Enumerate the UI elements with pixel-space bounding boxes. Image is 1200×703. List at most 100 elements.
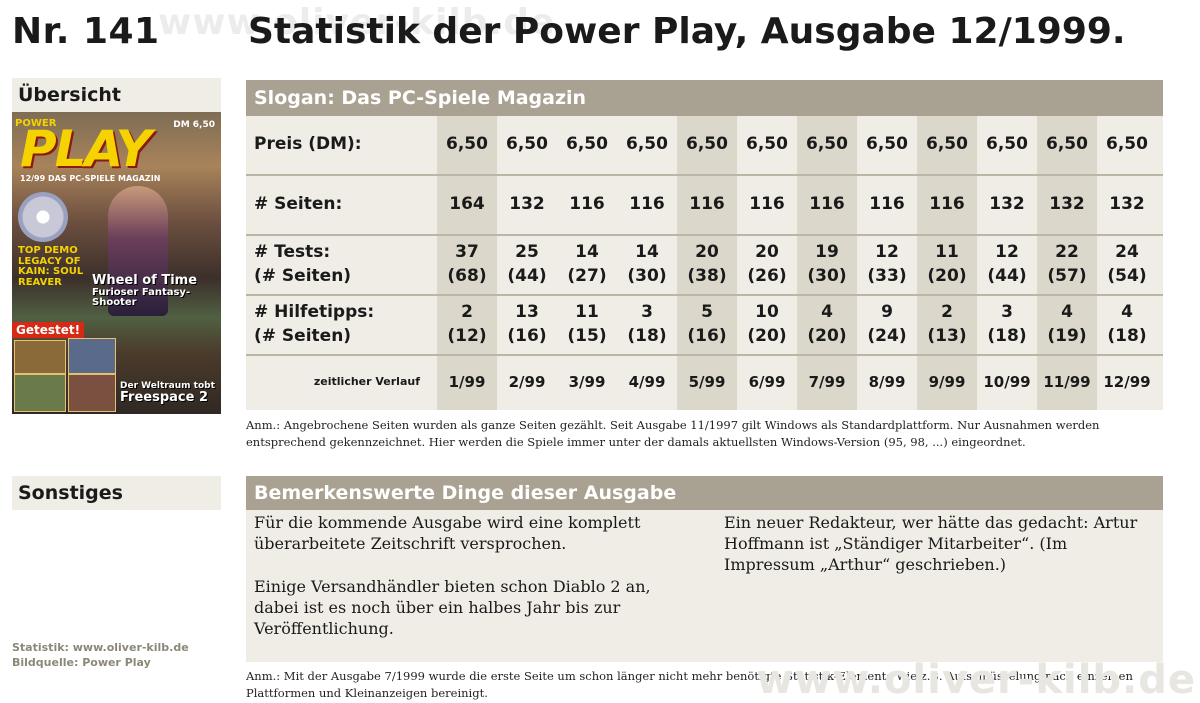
table-cell: 116 — [809, 194, 845, 214]
cover-logo: PLAY — [20, 120, 152, 178]
table-cell: 116 — [629, 194, 665, 214]
table-cell-pages: (12) — [447, 326, 487, 346]
table-cell: 6,50 — [506, 134, 548, 154]
table-cell: 25 — [515, 242, 539, 262]
table-cell-pages: (20) — [747, 326, 787, 346]
column-shade — [677, 116, 737, 410]
table-cell: 24 — [1115, 242, 1139, 262]
table-cell-pages: (20) — [807, 326, 847, 346]
table-cell-pages: (18) — [627, 326, 667, 346]
credit-image-source: Bildquelle: Power Play — [12, 656, 151, 669]
table-cell: 6,50 — [746, 134, 788, 154]
column-shade — [797, 116, 857, 410]
table-cell: 6,50 — [1106, 134, 1148, 154]
cover-demo-text: TOP DEMO LEGACY OF KAIN: SOUL REAVER — [18, 245, 84, 288]
table-cell: 14 — [635, 242, 659, 262]
table-cell: 5 — [701, 302, 713, 322]
timeline-cell: 6/99 — [748, 373, 786, 391]
table-cell: 164 — [449, 194, 485, 214]
row-label-tips: # Hilfetipps: — [254, 302, 375, 322]
table-cell: 6,50 — [626, 134, 668, 154]
table-cell: 22 — [1055, 242, 1079, 262]
page-title: Statistik der Power Play, Ausgabe 12/199… — [248, 11, 1126, 52]
table-cell-pages: (30) — [807, 266, 847, 286]
table-cell: 6,50 — [566, 134, 608, 154]
table-cell-pages: (15) — [567, 326, 607, 346]
table-cell-pages: (16) — [507, 326, 547, 346]
table-cell: 132 — [1049, 194, 1085, 214]
table-cell-pages: (20) — [927, 266, 967, 286]
cover-character-figure — [108, 186, 168, 316]
cover-cd-icon — [18, 192, 68, 242]
table-cell: 4 — [1121, 302, 1133, 322]
table-cell-pages: (54) — [1107, 266, 1147, 286]
timeline-cell: 10/99 — [983, 373, 1031, 391]
table-cell-pages: (44) — [507, 266, 547, 286]
table-cell-pages: (19) — [1047, 326, 1087, 346]
misc-heading: Sonstiges — [12, 476, 221, 510]
credit-statistics: Statistik: www.oliver-kilb.de — [12, 641, 189, 654]
table-cell: 2 — [941, 302, 953, 322]
timeline-cell: 1/99 — [448, 373, 486, 391]
table-cell: 20 — [695, 242, 719, 262]
table-cell: 11 — [935, 242, 959, 262]
timeline-cell: 12/99 — [1103, 373, 1151, 391]
notable-heading: Bemerkenswerte Dinge dieser Ausgabe — [246, 476, 1163, 510]
table-cell: 12 — [875, 242, 899, 262]
table-cell: 14 — [575, 242, 599, 262]
timeline-cell: 9/99 — [928, 373, 966, 391]
timeline-cell: 7/99 — [808, 373, 846, 391]
statistics-table: Slogan: Das PC-Spiele Magazin Preis (DM)… — [246, 80, 1163, 410]
row-divider — [246, 234, 1163, 236]
table-cell: 116 — [869, 194, 905, 214]
table-cell: 37 — [455, 242, 479, 262]
timeline-cell: 11/99 — [1043, 373, 1091, 391]
table-cell: 12 — [995, 242, 1019, 262]
table-cell-pages: (18) — [1107, 326, 1147, 346]
credits: Statistik: www.oliver-kilb.de Bildquelle… — [12, 640, 189, 670]
table-cell: 6,50 — [686, 134, 728, 154]
table-cell-pages: (18) — [987, 326, 1027, 346]
table-cell: 116 — [929, 194, 965, 214]
column-shade — [1037, 116, 1097, 410]
table-cell: 3 — [1001, 302, 1013, 322]
cover-headline-2-title: Freespace 2 — [120, 390, 209, 406]
table-cell: 3 — [641, 302, 653, 322]
timeline-cell: 4/99 — [628, 373, 666, 391]
row-label-tests-pages: (# Seiten) — [254, 266, 352, 286]
table-cell: 132 — [989, 194, 1025, 214]
table-cell-pages: (44) — [987, 266, 1027, 286]
row-divider — [246, 294, 1163, 296]
table-cell: 132 — [1109, 194, 1145, 214]
row-label-tests: # Tests: — [254, 242, 331, 262]
table-cell-pages: (38) — [687, 266, 727, 286]
timeline-cell: 5/99 — [688, 373, 726, 391]
table-cell: 6,50 — [866, 134, 908, 154]
row-divider — [246, 354, 1163, 356]
notable-left-2: Einige Versandhändler bieten schon Diabl… — [254, 577, 651, 638]
cover-headline-1-title: Wheel of Time — [92, 273, 198, 288]
column-shade — [917, 116, 977, 410]
cover-thumb-2 — [68, 338, 116, 374]
cover-thumb-3 — [14, 374, 66, 412]
table-cell: 10 — [755, 302, 779, 322]
notable-note: Anm.: Mit der Ausgabe 7/1999 wurde die e… — [246, 669, 1133, 700]
column-shade — [437, 116, 497, 410]
table-cell: 11 — [575, 302, 599, 322]
table-cell-pages: (24) — [867, 326, 907, 346]
cover-issue-line: 12/99 DAS PC-SPIELE MAGAZIN — [20, 174, 161, 183]
table-cell: 116 — [569, 194, 605, 214]
cover-headline-1-sub: Furioser Fantasy-Shooter — [92, 286, 191, 309]
notable-right-1: Ein neuer Redakteur, wer hätte das gedac… — [724, 513, 1138, 574]
notable-section: Bemerkenswerte Dinge dieser Ausgabe Für … — [246, 476, 1163, 662]
table-cell: 6,50 — [986, 134, 1028, 154]
magazine-cover-image: POWER PLAY DM 6,50 12/99 DAS PC-SPIELE M… — [12, 112, 221, 414]
table-cell-pages: (57) — [1047, 266, 1087, 286]
table-note: Anm.: Angebrochene Seiten wurden als gan… — [246, 418, 1100, 449]
table-cell: 132 — [509, 194, 545, 214]
issue-number: Nr. 141 — [12, 11, 160, 52]
overview-heading: Übersicht — [12, 78, 221, 112]
row-label-pages: # Seiten: — [254, 194, 343, 214]
table-cell: 6,50 — [1046, 134, 1088, 154]
slogan-header: Slogan: Das PC-Spiele Magazin — [246, 80, 1163, 116]
